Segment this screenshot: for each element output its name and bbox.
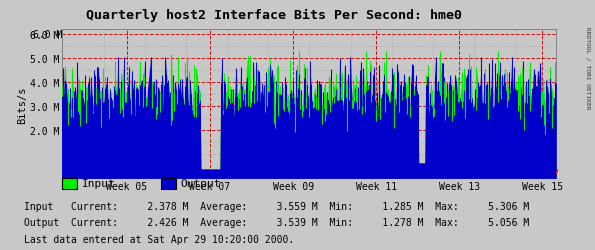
Y-axis label: Bits/s: Bits/s [17,86,27,123]
Text: Input: Input [82,179,116,189]
Text: Output: Output [180,179,221,189]
Text: Input   Current:     2.378 M  Average:     3.559 M  Min:     1.285 M  Max:     5: Input Current: 2.378 M Average: 3.559 M … [24,201,529,211]
Text: Quarterly host2 Interface Bits Per Second: hme0: Quarterly host2 Interface Bits Per Secon… [86,9,462,22]
Text: RRDTOOL / TOBI OETIKER: RRDTOOL / TOBI OETIKER [585,26,590,108]
Text: Output  Current:     2.426 M  Average:     3.539 M  Min:     1.278 M  Max:     5: Output Current: 2.426 M Average: 3.539 M… [24,218,529,228]
Text: 6.0 M: 6.0 M [33,30,62,40]
Text: Last data entered at Sat Apr 29 10:20:00 2000.: Last data entered at Sat Apr 29 10:20:00… [24,234,294,244]
